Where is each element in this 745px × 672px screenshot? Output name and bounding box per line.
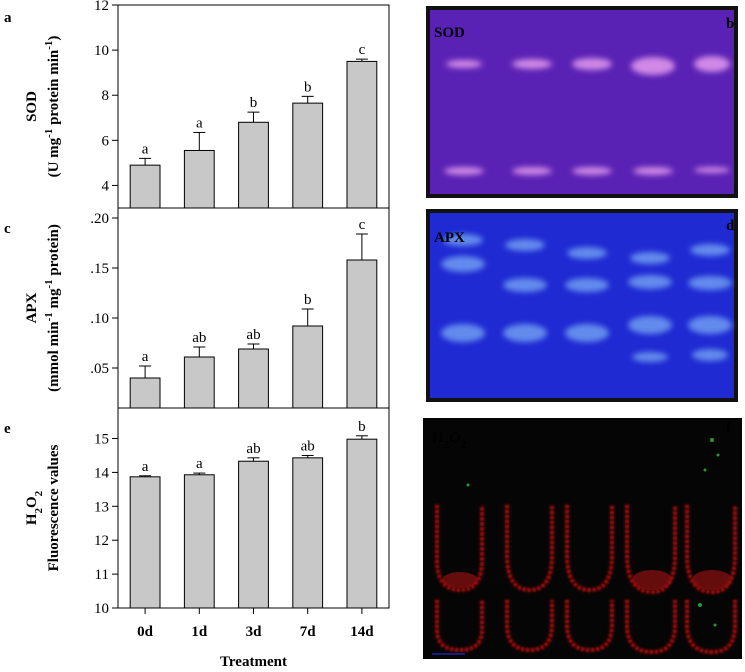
y-tick-label: 4 xyxy=(102,178,110,194)
text-segment: protein min xyxy=(46,49,62,129)
panel-label: b xyxy=(726,16,734,32)
text-segment: O xyxy=(449,430,461,446)
significance-letter: a xyxy=(196,456,203,472)
bar xyxy=(183,356,215,409)
text-segment: 2 xyxy=(33,490,45,496)
apx-gel xyxy=(426,209,738,402)
text-segment: (U mg xyxy=(46,137,62,177)
bar xyxy=(129,476,161,609)
bar xyxy=(238,348,269,409)
text-segment: (mmol min xyxy=(46,321,62,392)
image-label: H2O2 xyxy=(432,430,467,451)
y-tick-label: 14 xyxy=(94,465,110,481)
text-segment: protein) xyxy=(46,224,62,279)
significance-letter: b xyxy=(358,419,366,435)
image-label: SOD xyxy=(434,25,465,41)
bar xyxy=(238,460,269,609)
bar xyxy=(129,377,161,409)
y-tick-label: 11 xyxy=(95,567,109,583)
y-tick-label: 6 xyxy=(102,133,110,149)
y-tick-label: 10 xyxy=(94,601,109,617)
significance-letter: b xyxy=(250,95,258,111)
text-segment: -1 xyxy=(43,312,55,321)
y-tick-label: 13 xyxy=(94,499,109,515)
significance-letter: c xyxy=(359,42,366,58)
text-segment: -1 xyxy=(43,41,55,50)
x-tick-label: 7d xyxy=(300,624,317,640)
text-segment: 2 xyxy=(33,508,45,514)
panel-label: c xyxy=(4,221,11,237)
bar xyxy=(238,121,269,209)
significance-letter: b xyxy=(304,79,312,95)
significance-letter: ab xyxy=(246,327,260,343)
x-axis-label: Treatment xyxy=(220,654,287,670)
significance-letter: a xyxy=(196,115,203,131)
h2o2-micrographs xyxy=(423,418,742,659)
y-axis-label: (mmol min-1 mg-1 protein) xyxy=(43,224,62,392)
y-axis-label: SOD xyxy=(24,91,40,122)
y-axis-label: H2O2 xyxy=(24,490,45,525)
text-segment: 2 xyxy=(461,439,467,451)
bar xyxy=(292,457,324,609)
y-tick-label: 15 xyxy=(94,432,109,448)
y-tick-label: 10 xyxy=(94,43,109,59)
sod-gel xyxy=(426,6,738,198)
panel-label: d xyxy=(726,218,735,234)
y-axis-label: APX xyxy=(24,292,40,323)
bar xyxy=(183,149,215,209)
bar xyxy=(292,102,324,209)
y-axis-label: (U mg-1 protein min-1) xyxy=(43,36,62,178)
text-segment: mg xyxy=(46,288,62,312)
text-segment: -1 xyxy=(43,279,55,288)
x-tick-label: 1d xyxy=(191,624,208,640)
significance-letter: a xyxy=(142,141,149,157)
significance-letter: ab xyxy=(301,438,315,454)
y-tick-label: .20 xyxy=(90,211,109,227)
significance-letter: ab xyxy=(246,441,260,457)
significance-letter: c xyxy=(359,217,366,233)
text-segment: H xyxy=(24,513,40,525)
y-tick-label: 12 xyxy=(94,533,109,549)
text-segment: 2 xyxy=(444,439,450,451)
image-label: APX xyxy=(434,230,465,246)
y-tick-label: 8 xyxy=(102,88,110,104)
x-tick-label: 14d xyxy=(350,624,374,640)
y-tick-label: .10 xyxy=(90,311,109,327)
bar xyxy=(292,325,324,409)
y-axis-label: Fluorescence values xyxy=(46,444,62,571)
significance-letter: a xyxy=(142,459,149,475)
text-segment: O xyxy=(24,496,40,508)
bar xyxy=(346,438,378,609)
x-tick-label: 3d xyxy=(246,624,263,640)
significance-letter: ab xyxy=(192,330,206,346)
panel-label: a xyxy=(4,10,12,26)
y-tick-label: .05 xyxy=(90,361,109,377)
panel-label: f xyxy=(726,420,732,436)
bar xyxy=(346,259,378,409)
bar xyxy=(183,474,215,609)
panel-label: e xyxy=(4,421,11,437)
text-segment: -1 xyxy=(43,129,55,138)
bar xyxy=(346,60,378,209)
significance-letter: b xyxy=(304,292,312,308)
y-tick-label: .15 xyxy=(90,261,109,277)
bar xyxy=(129,164,161,209)
significance-letter: a xyxy=(142,349,149,365)
x-tick-label: 0d xyxy=(137,624,154,640)
y-tick-label: 12 xyxy=(94,0,109,14)
text-segment: H xyxy=(432,430,444,446)
text-segment: ) xyxy=(46,36,62,41)
